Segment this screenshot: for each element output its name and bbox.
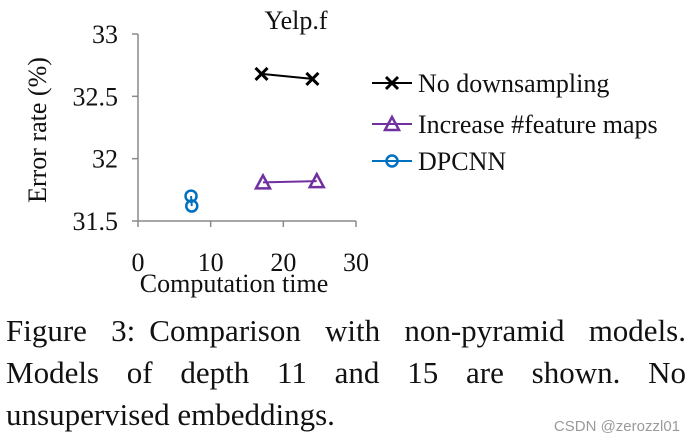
series-line (261, 72, 313, 80)
series-line (262, 180, 317, 184)
circle-marker (385, 154, 399, 168)
y-tick-labels: 31.5 32 32.5 33 (73, 20, 119, 236)
legend-label: DPCNN (418, 147, 506, 176)
x-tick-label: 30 (343, 248, 369, 277)
circle-marker (185, 199, 199, 213)
series-triangle (253, 171, 326, 190)
x-axis-label: Computation time (140, 269, 329, 298)
triangle-marker (253, 172, 273, 190)
caption-text: Comparison with non-pyramid models. Mode… (6, 313, 686, 432)
triangle-marker (307, 171, 326, 189)
triangle-marker (382, 114, 402, 132)
x-marker-stroke (254, 66, 269, 81)
legend-label: Increase #feature maps (418, 110, 658, 139)
x-marker-stroke (384, 75, 400, 91)
watermark: CSDN @zerozzl01 (553, 418, 680, 435)
figure-caption: Figure 3: Comparison with non-pyramid mod… (6, 310, 686, 436)
x-tick-labels: 0 10 20 30 (132, 248, 370, 277)
chart-title: Yelp.f (264, 6, 327, 35)
series-circle (184, 189, 199, 213)
x-tick-label: 20 (270, 248, 296, 277)
legend-item: DPCNN (372, 147, 506, 176)
chart-axes (132, 33, 357, 227)
caption-label: Figure 3: (6, 313, 136, 348)
y-tick-label: 32 (92, 145, 118, 174)
x-marker (254, 66, 269, 81)
data-series (184, 66, 326, 213)
x-tick-label: 0 (132, 248, 145, 277)
y-tick-label: 33 (92, 20, 118, 49)
legend-item: No downsampling (372, 69, 609, 98)
y-tick-label: 32.5 (73, 82, 119, 111)
legend-item: Increase #feature maps (372, 110, 658, 139)
series-x (254, 66, 320, 86)
legend-label: No downsampling (418, 69, 609, 98)
x-marker (305, 71, 320, 86)
x-tick-label: 10 (198, 248, 224, 277)
x-marker-stroke (305, 71, 320, 86)
legend: No downsampling Increase #feature maps DPC… (372, 69, 658, 176)
y-tick-label: 31.5 (73, 207, 119, 236)
y-axis-label: Error rate (%) (23, 57, 52, 203)
chart: 31.5 32 32.5 33 0 10 20 30 Yelp.f Error rate (… (23, 6, 658, 298)
x-marker (384, 75, 400, 91)
